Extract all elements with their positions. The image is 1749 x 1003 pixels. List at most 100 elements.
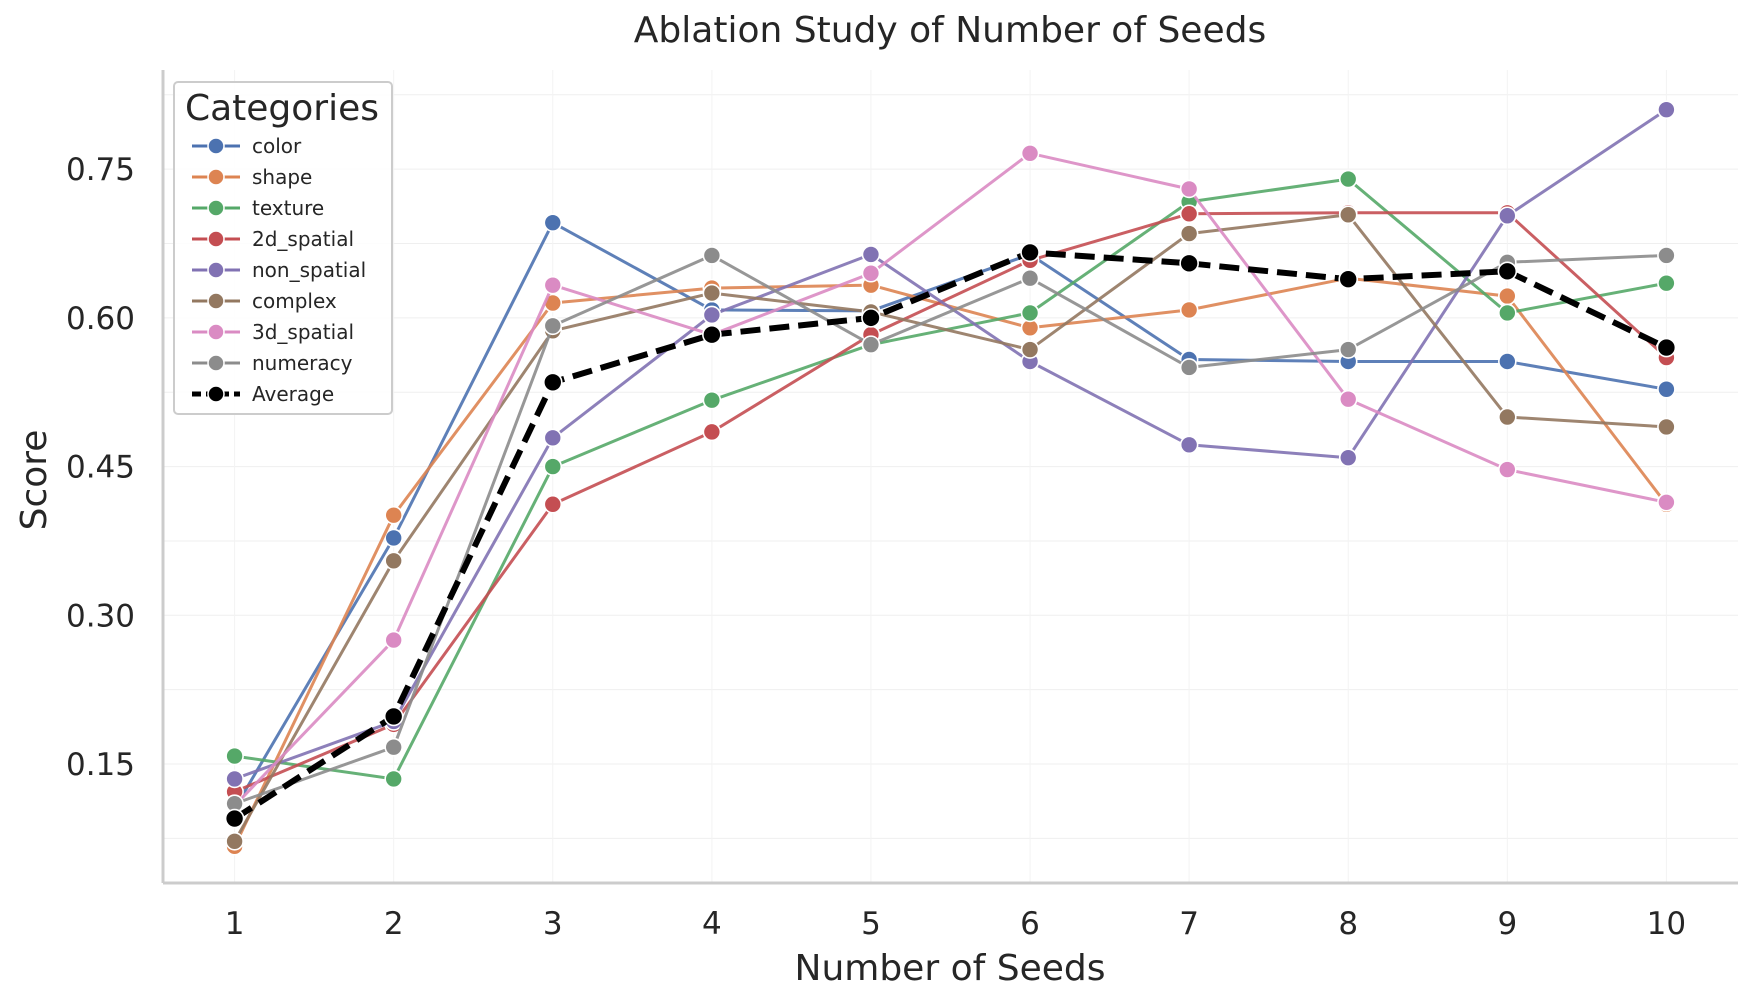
series-color xyxy=(225,213,1676,818)
series-lines xyxy=(224,100,1677,856)
data-point xyxy=(1338,340,1358,359)
legend-marker xyxy=(207,323,225,341)
legend-marker xyxy=(207,354,225,372)
data-point xyxy=(1498,303,1517,323)
data-point xyxy=(702,305,722,325)
data-point xyxy=(1020,340,1040,359)
legend-title: Categories xyxy=(185,88,379,129)
legend-entry: non_spatial xyxy=(192,258,366,282)
data-point xyxy=(1179,224,1199,243)
series-complex xyxy=(225,205,1676,851)
data-point xyxy=(1179,204,1199,224)
data-point xyxy=(543,316,563,336)
data-point xyxy=(702,246,722,265)
series-shape xyxy=(225,268,1676,856)
legend-marker xyxy=(207,168,225,186)
series-line xyxy=(234,108,1668,781)
data-point xyxy=(1338,205,1358,225)
legend-label: shape xyxy=(252,165,312,189)
data-point xyxy=(702,390,722,410)
data-point xyxy=(1657,273,1676,293)
data-point xyxy=(1498,206,1517,226)
data-point xyxy=(384,769,403,789)
data-point xyxy=(1020,303,1040,323)
series-line xyxy=(234,177,1667,781)
x-tick-label: 6 xyxy=(1020,906,1040,942)
data-point xyxy=(1338,269,1359,289)
data-point xyxy=(861,335,881,354)
data-point xyxy=(542,372,563,393)
data-point xyxy=(1498,460,1517,479)
legend-entry: numeracy xyxy=(192,351,353,375)
data-point xyxy=(1656,337,1677,358)
data-point xyxy=(224,808,245,829)
y-tick-label: 0.30 xyxy=(66,598,135,634)
x-tick-label: 1 xyxy=(225,906,245,942)
legend: Categories color shape texture 2d_spatialno… xyxy=(173,81,393,415)
legend-label: numeracy xyxy=(252,351,353,375)
data-point xyxy=(1657,379,1676,399)
data-point xyxy=(543,494,563,514)
data-point xyxy=(1179,179,1199,199)
series-line xyxy=(234,211,1668,794)
legend-entry: 2d_spatial xyxy=(192,227,354,251)
data-point xyxy=(1498,407,1517,427)
data-point xyxy=(384,505,403,525)
series-texture xyxy=(225,169,1676,789)
legend-entry: texture xyxy=(192,196,324,220)
y-tick-label: 0.60 xyxy=(66,301,135,337)
legend-marker xyxy=(207,385,225,403)
data-point xyxy=(702,324,722,345)
data-point xyxy=(861,263,881,283)
legend-label: non_spatial xyxy=(252,258,366,282)
data-point xyxy=(702,422,722,442)
data-point xyxy=(384,737,403,757)
legend-marker xyxy=(207,199,225,217)
x-tick-label: 8 xyxy=(1338,906,1358,942)
legend-entries: color shape texture 2d_spatial non_spatialco… xyxy=(192,134,366,406)
data-point xyxy=(1338,448,1358,467)
legend-label: color xyxy=(252,134,302,158)
axes xyxy=(161,70,1738,885)
y-tick-label: 0.45 xyxy=(66,450,135,486)
x-tick-label: 3 xyxy=(543,906,563,942)
data-point xyxy=(225,769,244,789)
data-point xyxy=(1179,300,1199,320)
x-tick-label: 5 xyxy=(861,906,881,942)
data-point xyxy=(861,308,881,328)
data-point xyxy=(543,428,563,448)
legend-label: 3d_spatial xyxy=(252,320,354,344)
legend-marker xyxy=(207,230,225,248)
data-point xyxy=(702,283,722,303)
legend-marker xyxy=(207,137,225,155)
x-tick-label: 10 xyxy=(1647,906,1686,942)
data-point xyxy=(1020,268,1040,288)
y-tick-label: 0.15 xyxy=(66,747,135,783)
data-point xyxy=(1179,253,1199,274)
y-axis-label: Score xyxy=(14,430,55,531)
data-point xyxy=(1657,100,1676,119)
series-line xyxy=(232,249,1668,822)
data-point xyxy=(1338,169,1358,189)
data-point xyxy=(1657,246,1676,265)
data-point xyxy=(1657,492,1676,512)
legend-entry: 3d_spatial xyxy=(192,320,354,344)
y-tick-label: 0.75 xyxy=(66,152,135,188)
legend-entry: shape xyxy=(192,165,312,189)
series-line xyxy=(233,151,1667,807)
data-point xyxy=(1020,242,1040,263)
chart-title: Ablation Study of Number of Seeds xyxy=(634,10,1266,51)
x-tick-label: 2 xyxy=(384,906,404,942)
data-point xyxy=(543,457,563,476)
legend-marker xyxy=(207,292,225,310)
data-point xyxy=(1179,435,1199,455)
series-line xyxy=(234,253,1667,806)
series-line xyxy=(233,213,1667,843)
series-line xyxy=(233,276,1668,847)
data-point xyxy=(1338,389,1358,409)
legend-marker xyxy=(207,261,225,279)
data-point xyxy=(1657,417,1676,437)
tick-labels: 0.15 0.30 0.45 0.60 0.75 1 2 3 4 5 6 7 8 9 10 xyxy=(66,152,1686,942)
